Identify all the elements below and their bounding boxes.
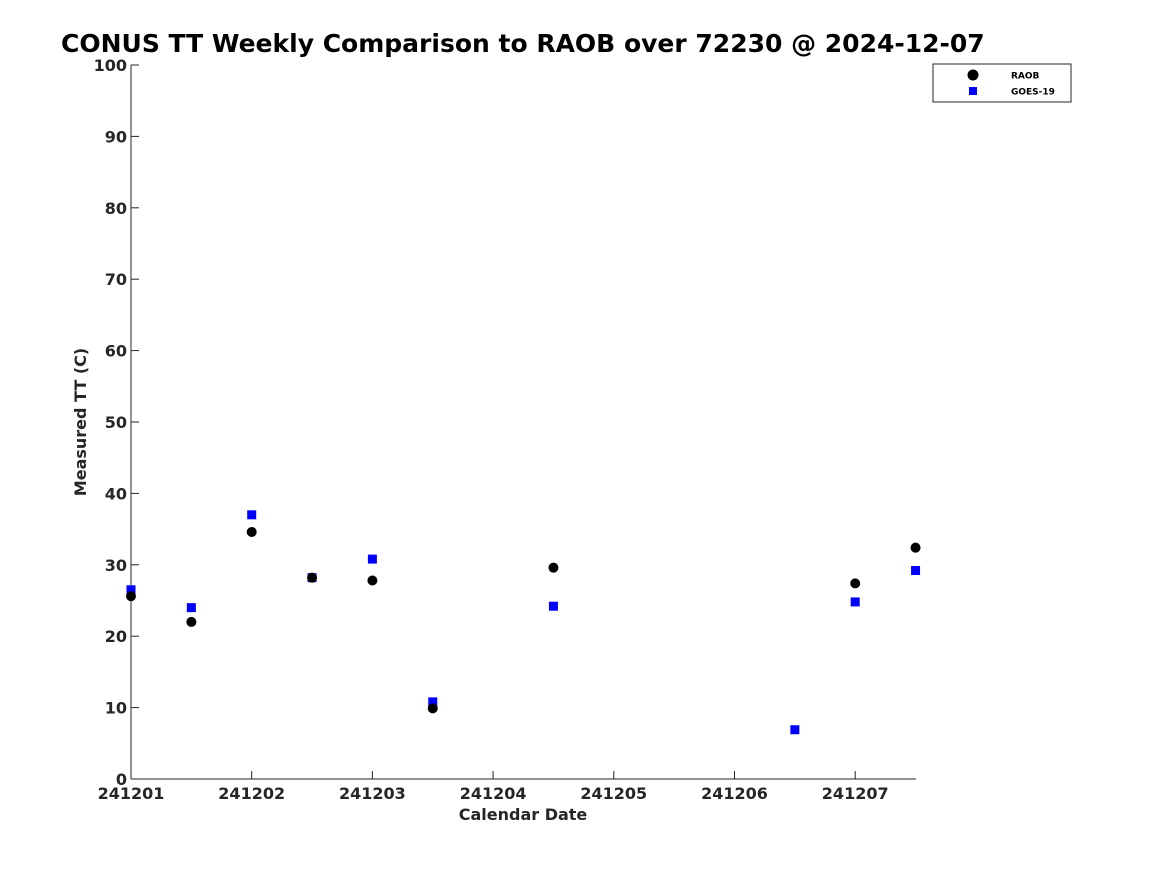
raob-point — [126, 591, 136, 602]
raob-point — [910, 542, 921, 553]
legend-raob-marker — [967, 69, 979, 81]
data-marks — [126, 510, 921, 735]
raob-point — [186, 616, 197, 627]
x-axis-label: Calendar Date — [459, 805, 588, 824]
goes19-point — [790, 725, 800, 735]
goes19-point — [548, 601, 558, 611]
y-tick-label: 90 — [105, 127, 127, 146]
legend-entry-label: RAOB — [1011, 72, 1040, 82]
raob-point — [246, 526, 257, 537]
legend-goes19-marker — [969, 87, 977, 95]
y-tick-label: 70 — [105, 270, 127, 289]
chart-title: CONUS TT Weekly Comparison to RAOB over … — [61, 29, 985, 58]
raob-point — [548, 562, 559, 573]
x-tick-label: 241202 — [218, 784, 285, 803]
legend-entry-label: GOES-19 — [1011, 88, 1055, 98]
x-tick-label: 241204 — [460, 784, 527, 803]
axes: 0 10 20 30 40 50 60 70 80 90 100 241201 241202 241203… — [94, 56, 916, 803]
y-tick-label: 40 — [105, 484, 127, 503]
x-tick-label: 241203 — [339, 784, 406, 803]
raob-point — [850, 578, 861, 589]
y-tick-label: 100 — [94, 56, 127, 75]
raob-point — [427, 703, 438, 714]
goes19-point — [911, 566, 921, 576]
y-tick-label: 50 — [105, 413, 127, 432]
y-tick-label: 60 — [105, 342, 127, 361]
y-axis-label: Measured TT (C) — [71, 348, 90, 496]
goes19-point — [247, 510, 257, 520]
x-tick-label: 241207 — [822, 784, 889, 803]
goes19-point — [367, 554, 377, 564]
legend: RAOB GOES-19 — [932, 63, 1072, 103]
goes19-point — [126, 585, 136, 595]
x-tick-label: 241206 — [701, 784, 768, 803]
goes19-point — [428, 697, 438, 707]
raob-point — [307, 572, 318, 583]
legend-box — [932, 63, 1072, 103]
y-tick-label: 10 — [105, 699, 127, 718]
y-tick-label: 30 — [105, 556, 127, 575]
y-tick-label: 20 — [105, 627, 127, 646]
y-tick-label: 80 — [105, 199, 127, 218]
x-tick-label: 241201 — [98, 784, 165, 803]
goes19-point — [186, 603, 196, 613]
y-tick-label: 0 — [116, 770, 127, 789]
raob-point — [367, 575, 378, 586]
x-tick-label: 241205 — [580, 784, 647, 803]
goes19-point — [850, 597, 860, 607]
